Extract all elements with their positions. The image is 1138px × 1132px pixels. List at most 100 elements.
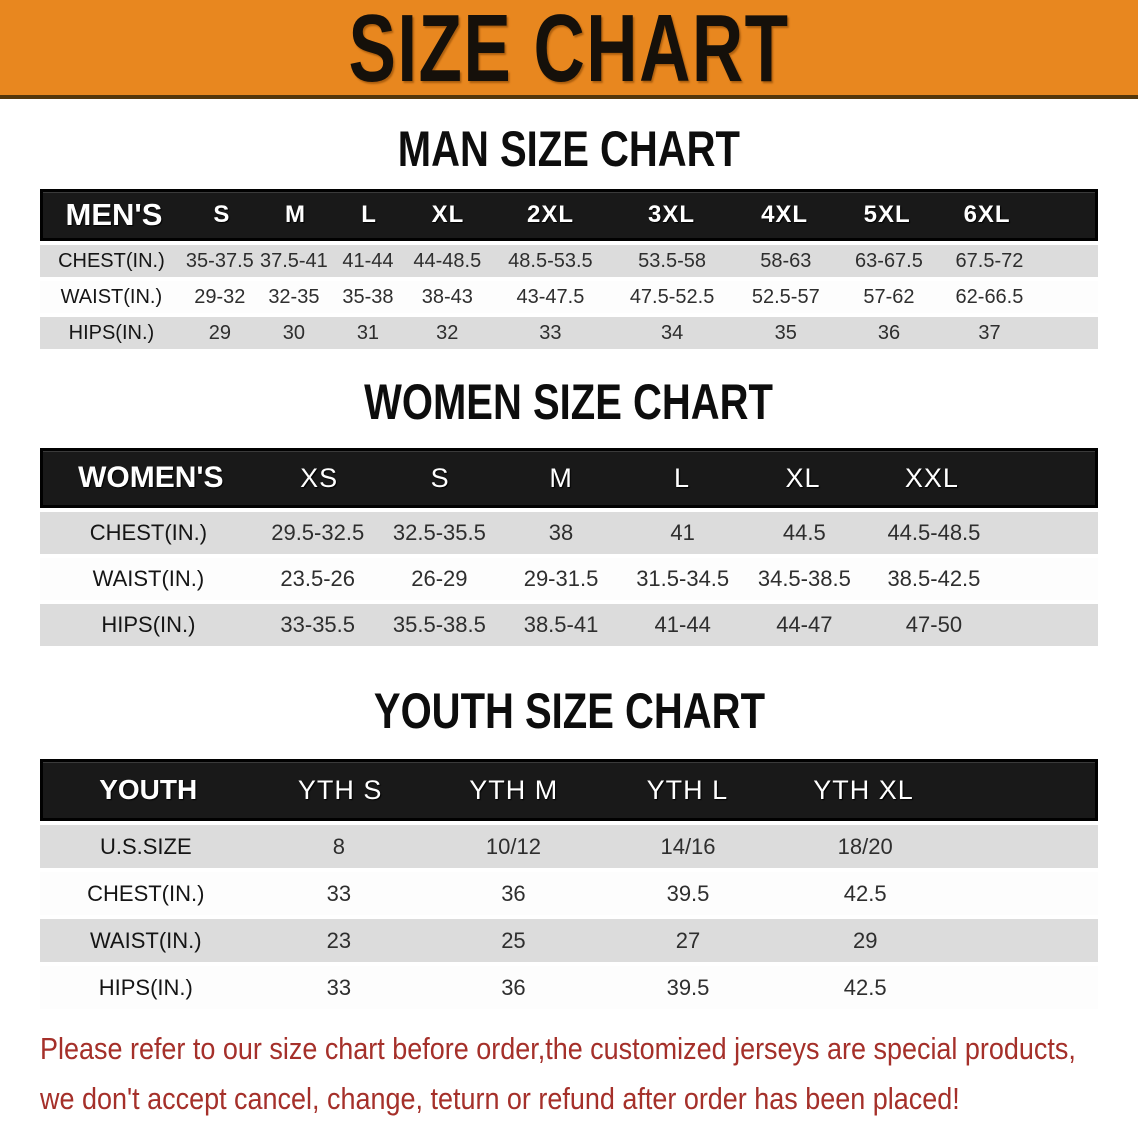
size-value: 29 — [208, 321, 231, 344]
size-column-header: 2XL — [527, 201, 575, 228]
size-column-header: L — [674, 462, 691, 493]
youth-size-table: YOUTH YTH S YTH M YTH L YTH XL U.S.SIZE 8 10/12… — [40, 759, 1098, 1009]
size-value: 35-38 — [342, 285, 394, 308]
size-column-header: XS — [300, 462, 339, 493]
size-value: 35 — [774, 321, 797, 344]
table-group-label: MEN'S — [65, 197, 163, 232]
size-value: 39.5 — [666, 880, 710, 906]
size-value: 23 — [326, 927, 352, 953]
size-value: 57-62 — [863, 285, 915, 308]
size-chart-banner: SIZE CHART — [0, 0, 1138, 99]
size-value: 26-29 — [411, 566, 468, 591]
size-value: 41-44 — [342, 249, 394, 272]
size-value: 32-35 — [268, 285, 320, 308]
size-column-header: 5XL — [863, 201, 911, 228]
size-value: 8 — [332, 833, 345, 859]
order-policy-note-line: Please refer to our size chart before or… — [40, 1027, 1138, 1077]
table-body: CHEST(IN.) 29.5-32.5 32.5-35.5 38 41 44.5 44.5… — [40, 512, 1098, 646]
size-value: 47-50 — [905, 612, 963, 637]
size-value: 27 — [675, 927, 701, 953]
size-column-header: 3XL — [647, 201, 695, 228]
size-value: 35-37.5 — [185, 249, 254, 272]
men-section-heading-text: MAN SIZE CHART — [397, 121, 741, 177]
size-value: 32.5-35.5 — [392, 520, 486, 545]
row-label: CHEST(IN.) — [87, 880, 205, 906]
row-label: U.S.SIZE — [99, 833, 192, 859]
table-header-row: WOMEN'S XS S M L XL XXL — [40, 448, 1098, 508]
row-label: WAIST(IN.) — [89, 927, 202, 953]
size-column-header: YTH L — [646, 774, 729, 805]
size-value: 58-63 — [760, 249, 812, 272]
size-column-header: S — [430, 462, 450, 493]
table-row: CHEST(IN.) 29.5-32.5 32.5-35.5 38 41 44.5 44.5… — [40, 512, 1098, 554]
size-value: 38-43 — [421, 285, 473, 308]
size-value: 62-66.5 — [955, 285, 1024, 308]
size-value: 35.5-38.5 — [392, 612, 486, 637]
order-policy-note-line: we don't accept cancel, change, teturn o… — [40, 1077, 1138, 1127]
size-value: 63-67.5 — [855, 249, 923, 272]
size-value: 29-31.5 — [523, 566, 599, 591]
size-value: 33-35.5 — [280, 612, 356, 637]
size-value: 41 — [670, 520, 695, 545]
size-column-header: M — [549, 462, 573, 493]
table-row: WAIST(IN.) 23.5-26 26-29 29-31.5 31.5-34.5 34… — [40, 558, 1098, 600]
row-label: HIPS(IN.) — [68, 321, 155, 344]
size-column-header: YTH S — [297, 774, 383, 805]
size-column-header: L — [361, 201, 377, 228]
size-value: 32 — [436, 321, 459, 344]
size-value: 44-48.5 — [413, 249, 482, 272]
women-section-heading-text: WOMEN SIZE CHART — [364, 374, 774, 430]
size-value: 14/16 — [660, 833, 716, 859]
women-section-heading: WOMEN SIZE CHART — [40, 376, 1098, 428]
size-value: 34.5-38.5 — [757, 566, 851, 591]
size-value: 53.5-58 — [638, 249, 706, 272]
size-value: 42.5 — [843, 880, 887, 906]
size-value: 33 — [539, 321, 562, 344]
size-value: 33 — [326, 974, 352, 1000]
size-value: 31.5-34.5 — [636, 566, 730, 591]
size-value: 44.5-48.5 — [887, 520, 981, 545]
women-size-table: WOMEN'S XS S M L XL XXL CHEST(IN.) 29.5-32.5 32.5… — [40, 448, 1098, 646]
table-header-row: YOUTH YTH S YTH M YTH L YTH XL — [40, 759, 1098, 821]
size-value: 36 — [501, 880, 526, 906]
size-value: 36 — [877, 321, 901, 344]
size-value: 33 — [326, 880, 352, 906]
table-group-label: YOUTH — [99, 774, 198, 805]
size-value: 29-32 — [194, 285, 246, 308]
size-value: 18/20 — [837, 833, 893, 859]
size-value: 31 — [356, 321, 380, 344]
order-policy-note-line2-text: we don't accept cancel, change, teturn o… — [40, 1081, 960, 1116]
table-row: U.S.SIZE 8 10/12 14/16 18/20 — [40, 825, 1098, 868]
size-column-header: 4XL — [761, 201, 809, 228]
table-row: CHEST(IN.) 33 36 39.5 42.5 — [40, 872, 1098, 915]
size-value: 38.5-41 — [523, 612, 599, 637]
size-value: 38.5-42.5 — [887, 566, 981, 591]
size-column-header: 6XL — [963, 201, 1011, 228]
size-column-header: XXL — [904, 462, 959, 493]
table-row: CHEST(IN.) 35-37.5 37.5-41 41-44 44-48.5 48.5… — [40, 245, 1098, 277]
size-value: 37.5-41 — [259, 249, 328, 272]
size-value: 52.5-57 — [751, 285, 820, 308]
size-value: 44.5 — [782, 520, 826, 545]
table-row: WAIST(IN.) 23 25 27 29 — [40, 919, 1098, 962]
size-column-header: S — [213, 201, 231, 228]
table-row: HIPS(IN.) 33-35.5 35.5-38.5 38.5-41 41-44 44-… — [40, 604, 1098, 646]
size-value: 47.5-52.5 — [629, 285, 715, 308]
size-column-header: M — [284, 201, 306, 228]
size-value: 41-44 — [654, 612, 711, 637]
size-value: 23.5-26 — [280, 566, 356, 591]
order-policy-note: Please refer to our size chart before or… — [40, 1027, 1138, 1127]
table-body: U.S.SIZE 8 10/12 14/16 18/20 CHEST(IN.) 33 36 39… — [40, 825, 1098, 1009]
size-chart-body: MAN SIZE CHART MEN'S S M L XL 2XL 3XL 4XL 5XL 6XL… — [0, 123, 1138, 1009]
size-value: 67.5-72 — [955, 249, 1024, 272]
size-column-header: YTH XL — [813, 774, 914, 805]
size-value: 48.5-53.5 — [508, 249, 593, 272]
size-value: 25 — [501, 927, 526, 953]
row-label: WAIST(IN.) — [60, 285, 163, 308]
size-value: 30 — [282, 321, 306, 344]
table-group-label: WOMEN'S — [78, 461, 224, 494]
row-label: CHEST(IN.) — [89, 520, 208, 545]
banner-title: SIZE CHART — [348, 0, 790, 99]
table-row: WAIST(IN.) 29-32 32-35 35-38 38-43 43-47.5 47.… — [40, 281, 1098, 313]
men-section-heading: MAN SIZE CHART — [40, 123, 1098, 175]
